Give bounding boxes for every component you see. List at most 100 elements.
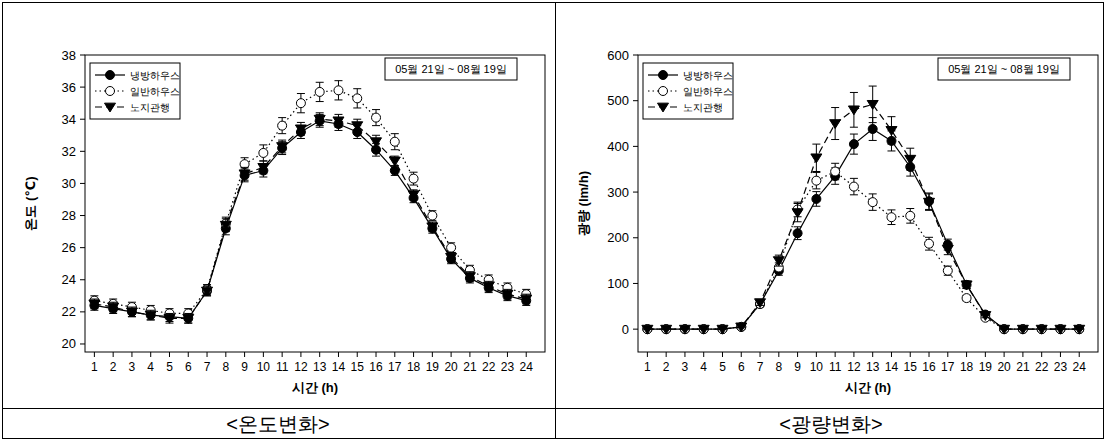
error-bar xyxy=(334,81,342,100)
x-tick xyxy=(835,352,836,357)
point xyxy=(428,211,437,220)
error-cap xyxy=(316,112,324,113)
point xyxy=(943,266,952,275)
x-tick-label: 20 xyxy=(997,360,1011,374)
x-axis-label: 시간 (h) xyxy=(845,380,891,395)
x-tick-label: 10 xyxy=(810,360,824,374)
point xyxy=(1056,325,1065,334)
y-tick-label: 36 xyxy=(62,80,76,95)
error-cap xyxy=(447,252,455,253)
error-cap xyxy=(812,144,820,145)
x-tick-label: 9 xyxy=(241,360,248,374)
point xyxy=(1037,325,1046,334)
error-cap xyxy=(297,93,305,94)
point xyxy=(755,299,766,308)
series xyxy=(643,163,1084,333)
error-cap xyxy=(906,208,914,209)
x-tick-label: 3 xyxy=(129,360,136,374)
x-tick-label: 11 xyxy=(829,360,842,374)
point xyxy=(164,314,175,323)
point xyxy=(409,174,418,183)
point xyxy=(390,137,399,146)
point xyxy=(278,144,287,153)
point xyxy=(849,140,858,149)
error-cap xyxy=(906,176,914,177)
point xyxy=(522,296,531,305)
error-cap xyxy=(372,156,380,157)
x-tick-label: 19 xyxy=(979,360,993,374)
point xyxy=(887,213,896,222)
point xyxy=(868,125,877,134)
y-tick-label: 34 xyxy=(62,112,76,127)
point xyxy=(371,138,382,147)
error-cap xyxy=(906,223,914,224)
x-tick-label: 11 xyxy=(276,360,289,374)
point xyxy=(1075,325,1084,334)
point xyxy=(643,325,652,334)
x-tick-label: 17 xyxy=(941,360,955,374)
point xyxy=(699,325,708,334)
error-bar xyxy=(812,172,820,188)
x-tick-label: 22 xyxy=(1035,360,1049,374)
error-cap xyxy=(128,307,136,308)
series xyxy=(643,118,1084,334)
point xyxy=(905,155,916,164)
y-tick xyxy=(80,343,85,344)
series-line xyxy=(94,119,526,318)
chart: 2022242628303234363812345678910111213141… xyxy=(23,48,545,436)
point xyxy=(756,300,765,309)
point xyxy=(698,325,709,334)
error-bar xyxy=(372,110,380,126)
x-tick xyxy=(703,352,704,357)
point xyxy=(699,325,708,334)
error-cap xyxy=(925,192,933,193)
x-tick-label: 4 xyxy=(147,360,154,374)
error-cap xyxy=(353,132,361,133)
x-tick-label: 7 xyxy=(757,360,764,374)
x-tick xyxy=(94,352,95,357)
error-cap xyxy=(850,154,858,155)
legend-label: 일반하우스 xyxy=(683,86,733,97)
x-tick xyxy=(394,352,395,357)
x-tick xyxy=(684,352,685,357)
point xyxy=(737,322,746,331)
point xyxy=(146,311,155,320)
x-tick-label: 9 xyxy=(794,360,801,374)
x-tick-label: 19 xyxy=(426,360,440,374)
legend: 냉방하우스일반하우스노지관행 xyxy=(90,63,180,119)
legend-label: 냉방하우스 xyxy=(683,70,733,81)
error-cap xyxy=(831,163,839,164)
error-cap xyxy=(334,127,342,128)
x-tick xyxy=(451,352,452,357)
data-layer xyxy=(642,86,1085,334)
x-tick-label: 23 xyxy=(501,360,515,374)
y-tick-label: 32 xyxy=(62,144,76,159)
error-cap xyxy=(203,286,211,287)
point xyxy=(503,291,512,300)
y-tick-label: 22 xyxy=(62,304,76,319)
point xyxy=(389,157,400,166)
error-cap xyxy=(128,307,136,308)
error-cap xyxy=(925,250,933,251)
error-cap xyxy=(447,252,455,253)
point xyxy=(942,245,953,254)
table-divider xyxy=(555,3,556,439)
error-cap xyxy=(316,82,324,83)
x-tick xyxy=(947,352,948,357)
point xyxy=(924,198,935,207)
point xyxy=(352,122,363,131)
error-cap xyxy=(297,135,305,136)
x-tick-label: 21 xyxy=(463,360,477,374)
error-cap xyxy=(410,185,418,186)
error-cap xyxy=(428,221,436,222)
y-tick-label: 100 xyxy=(607,276,629,291)
y-tick xyxy=(80,215,85,216)
x-tick xyxy=(413,352,414,357)
error-cap xyxy=(831,179,839,180)
x-tick xyxy=(872,352,873,357)
error-cap xyxy=(794,239,802,240)
y-tick xyxy=(633,283,638,284)
series-line xyxy=(94,121,526,318)
error-cap xyxy=(278,140,286,141)
x-axis-label: 시간 (h) xyxy=(292,380,338,395)
